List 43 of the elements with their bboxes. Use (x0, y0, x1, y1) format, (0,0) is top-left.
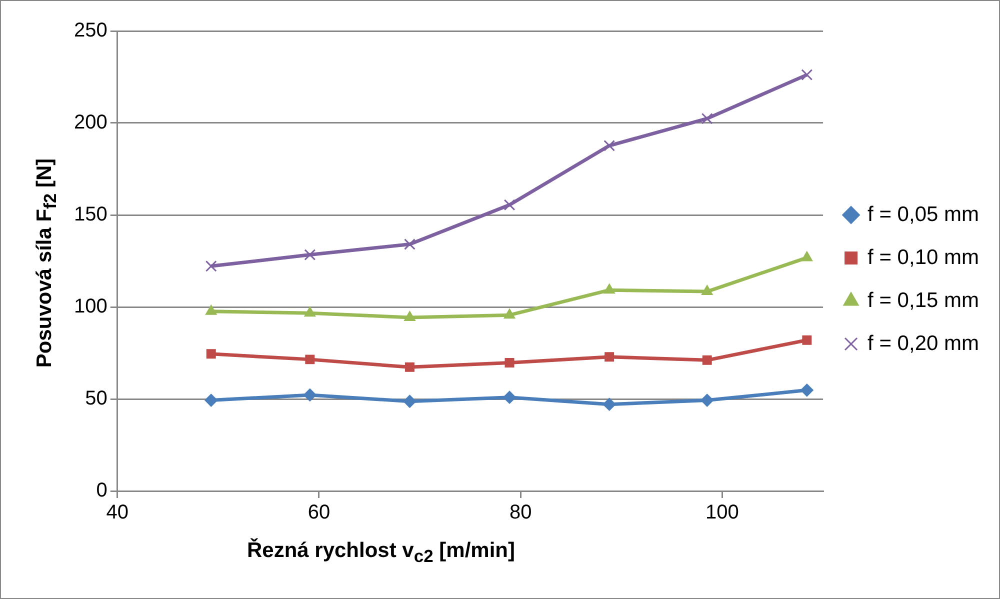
point (801, 69, 813, 80)
point (404, 362, 414, 372)
point (305, 354, 315, 364)
point (303, 388, 316, 402)
point (602, 398, 616, 411)
point (700, 394, 714, 407)
legend-label: f = 0,05 mm (868, 202, 980, 226)
y-tick-label: 200 (74, 112, 108, 134)
y-tick-label: 250 (74, 20, 108, 42)
x-tick-label: 40 (106, 502, 128, 524)
point (604, 140, 616, 152)
point (304, 306, 316, 317)
point (802, 335, 812, 345)
y-tick-label: 50 (85, 388, 108, 410)
point (702, 355, 712, 365)
point (304, 249, 316, 260)
point (604, 284, 616, 294)
point (504, 199, 516, 211)
point (801, 251, 813, 262)
point (503, 390, 516, 404)
y-tick-label: 150 (74, 204, 108, 226)
y-tick-label: 0 (96, 480, 108, 502)
x-tick-label: 100 (706, 502, 739, 524)
point (504, 308, 516, 319)
point (701, 285, 713, 296)
point (205, 260, 217, 272)
point (800, 384, 814, 397)
x-tick-label: 60 (308, 502, 330, 524)
point (701, 112, 713, 124)
legend-label: f = 0,10 mm (868, 246, 980, 269)
legend-label: f = 0,15 mm (868, 288, 980, 312)
point (204, 394, 218, 407)
y-tick-label: 100 (74, 296, 108, 318)
point (206, 349, 216, 359)
point (205, 304, 217, 315)
point (604, 352, 614, 362)
point (404, 310, 416, 321)
point (403, 394, 416, 408)
point (404, 238, 416, 250)
x-axis-title: Řezná rychlost v$_{c2}$ [m/min] (246, 539, 516, 568)
x-tick-label: 80 (509, 502, 532, 524)
legend-label: f = 0,20 mm (868, 332, 980, 355)
point (504, 358, 514, 368)
